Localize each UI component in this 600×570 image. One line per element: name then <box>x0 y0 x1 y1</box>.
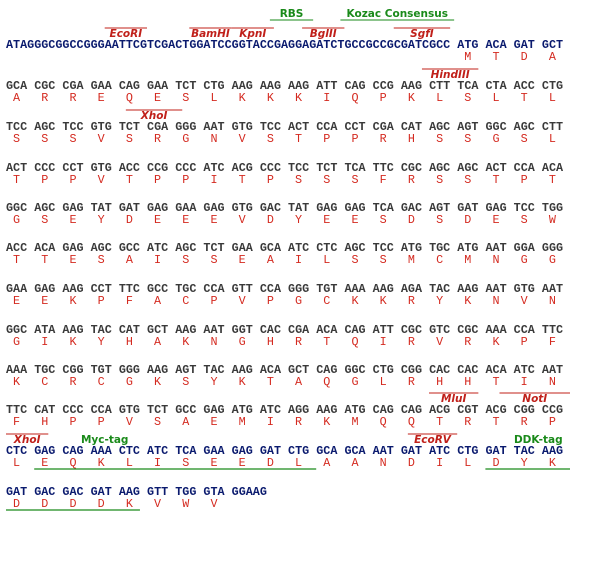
protein-sequence: DDDDKVWV <box>13 497 239 511</box>
dna-sequence: ATAGGGCGGCCGGGAATTCGTCGACTGGATCCGGTACCGA… <box>6 38 563 52</box>
protein-sequence: LEQKLISEEDLAANDILDYK <box>13 456 577 470</box>
protein-sequence: SSSVSRGNVSTPPRHSSGSL <box>13 132 577 146</box>
restriction-site-label: BamHI <box>191 28 230 40</box>
dna-sequence: GCA CGC CGA GAA CAG GAA TCT CTG AAG AAG … <box>6 79 563 93</box>
protein-sequence: FHPPVSAEMIRKMQQTRTRP <box>13 415 577 429</box>
restriction-site-label: EcoRI <box>110 28 143 40</box>
protein-sequence: TPPVTPPITPSSSFRSSTPT <box>13 173 577 187</box>
protein-sequence: TTESAISSEAILSSMCMNGG <box>13 253 577 267</box>
feature-label: RBS <box>280 8 304 20</box>
protein-sequence: EEKPFACPVPGCKKRYKNVN <box>13 294 577 308</box>
restriction-site-label: XhoI <box>13 434 41 446</box>
dna-sequence: TCC AGC TCC GTG TCT CGA GGG AAT GTG TCC … <box>6 120 563 134</box>
restriction-site-label: SgfI <box>410 28 434 40</box>
restriction-site-label: MluI <box>441 393 467 405</box>
dna-sequence: ACT CCC CCT GTG ACC CCG CCC ATC ACG CCC … <box>6 161 564 175</box>
protein-sequence: MTDA <box>464 50 577 64</box>
protein-sequence: GSEYDEEEVDYEESDSDESW <box>13 213 577 227</box>
dna-sequence: GGC ATA AAG TAC CAT GCT AAG AAT GGT CAC … <box>6 323 563 337</box>
restriction-site-label: EcoRV <box>414 434 452 446</box>
protein-sequence: KCRCGKSYKTAQGLRHHTIN <box>13 375 577 389</box>
restriction-site-label: NotI <box>522 393 547 405</box>
restriction-site-label: XhoI <box>140 110 168 122</box>
dna-sequence: ACC ACA GAG AGC GCC ATC AGC TCT GAA GCA … <box>6 241 563 255</box>
restriction-site-label: KpnI <box>239 28 266 40</box>
feature-label: Myc-tag <box>81 434 129 446</box>
dna-sequence: AAA TGC CGG TGT GGG AAG AGT TAC AAG ACA … <box>6 363 563 377</box>
dna-sequence: GAT GAC GAC GAT AAG GTT TGG GTA GGAAG <box>6 485 267 499</box>
dna-sequence: GGC AGC GAG TAT GAT GAG GAA GAG GTG GAC … <box>6 201 563 215</box>
restriction-site-label: HindIII <box>431 69 470 81</box>
feature-label: Kozac Consensus <box>347 8 448 20</box>
dna-sequence: TTC CAT CCC CCA GTG TCT GCC GAG ATG ATC … <box>6 403 563 417</box>
protein-sequence: GIKYHAKNGHRTQIRVRKPF <box>13 335 577 349</box>
protein-sequence: ARREQESLKKKIQPKLSLTL <box>13 91 577 105</box>
dna-sequence: GAA GAG AAG CCT TTC GCC TGC CCA GTT CCA … <box>6 282 563 296</box>
dna-sequence: CTC GAG CAG AAA CTC ATC TCA GAA GAG GAT … <box>6 444 563 458</box>
restriction-site-label: BglII <box>310 28 337 40</box>
feature-label: DDK-tag <box>514 434 563 446</box>
